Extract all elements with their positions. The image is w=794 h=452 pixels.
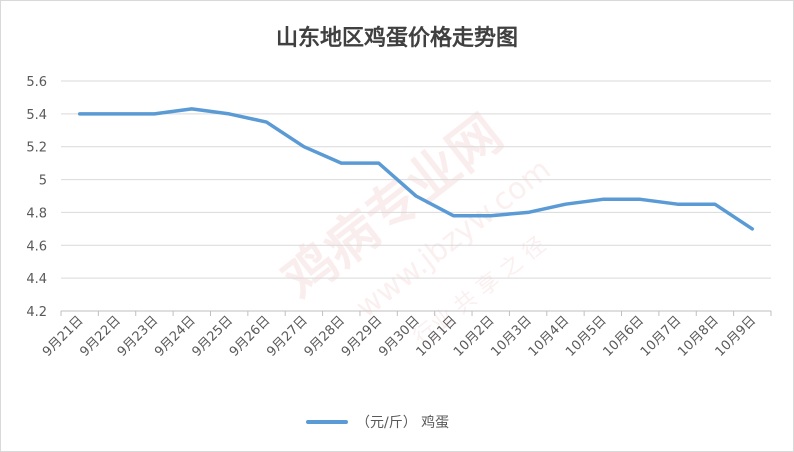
y-tick-label: 5 — [39, 174, 47, 189]
legend-label: （元/斤） 鸡蛋 — [356, 414, 449, 431]
x-tick-label: 10月9日 — [713, 313, 760, 360]
y-tick-label: 4.6 — [26, 239, 47, 254]
x-tick-label: 9月22日 — [77, 313, 124, 360]
x-tick-label: 10月5日 — [563, 313, 610, 360]
x-tick-label: 9月26日 — [227, 313, 274, 360]
y-tick-label: 5.2 — [26, 141, 47, 156]
x-tick-label: 9月23日 — [115, 313, 162, 360]
chart-title: 山东地区鸡蛋价格走势图 — [276, 25, 518, 51]
x-tick-label: 9月27日 — [264, 313, 311, 360]
x-tick-label: 10月8日 — [675, 313, 722, 360]
x-tick-label: 10月6日 — [600, 313, 647, 360]
x-tick-label: 9月28日 — [302, 313, 349, 360]
legend: （元/斤） 鸡蛋 — [306, 414, 449, 431]
x-tick-label: 10月7日 — [638, 313, 685, 360]
x-axis-ticks: 9月21日9月22日9月23日9月24日9月25日9月26日9月27日9月28日… — [40, 311, 772, 360]
watermark: 鸡病专业网 www.jbzyw.com 行业 共 享 之 径 — [272, 104, 557, 351]
series-group — [77, 107, 755, 231]
x-tick-label: 9月21日 — [40, 313, 87, 360]
gridlines — [61, 80, 771, 312]
y-tick-label: 4.4 — [26, 272, 47, 287]
x-tick-label: 9月25日 — [189, 313, 236, 360]
x-tick-label: 10月4日 — [526, 313, 573, 360]
y-tick-label: 4.2 — [26, 305, 47, 320]
y-axis-ticks: 4.2 4.4 4.6 4.8 5 5.2 5.4 5.6 — [26, 75, 47, 320]
y-tick-label: 5.6 — [26, 75, 47, 90]
series-line — [77, 107, 755, 231]
y-tick-label: 5.4 — [26, 108, 47, 123]
x-tick-label: 9月29日 — [339, 313, 386, 360]
x-tick-label: 10月3日 — [488, 313, 535, 360]
y-tick-label: 4.8 — [26, 206, 47, 221]
x-tick-label: 9月24日 — [152, 313, 199, 360]
